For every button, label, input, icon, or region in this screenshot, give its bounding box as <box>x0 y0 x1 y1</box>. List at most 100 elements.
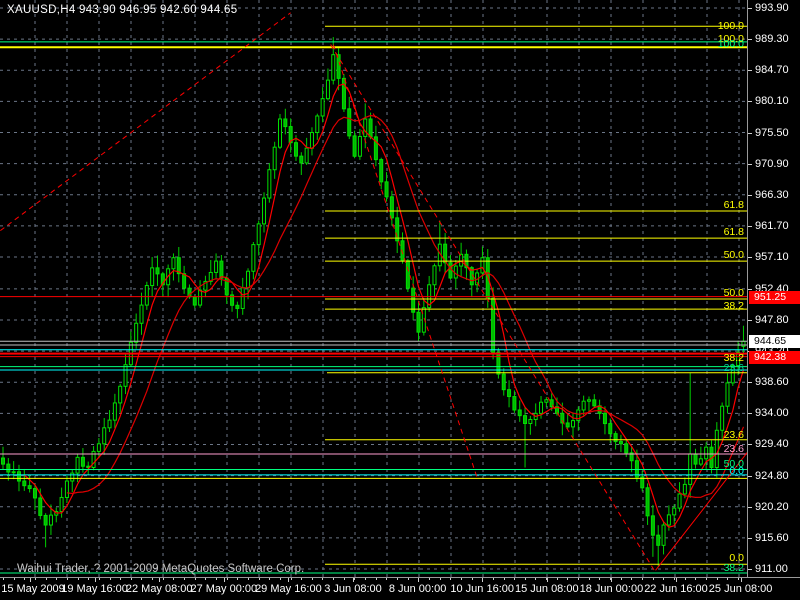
time-major-tickmark <box>224 578 225 582</box>
price-tag: 944.65 <box>749 335 800 348</box>
price-tickmark <box>748 413 752 414</box>
candle-bear <box>176 257 181 275</box>
fib-level-label: 100.0 <box>717 38 744 50</box>
price-tickmark <box>748 39 752 40</box>
price-tick-label: 920.20 <box>755 501 789 513</box>
time-minor-tickmark <box>376 578 377 580</box>
time-major-tickmark <box>611 578 612 582</box>
candle-bull <box>112 402 117 421</box>
time-minor-tickmark <box>3 578 4 580</box>
chart-plot-area[interactable]: XAUUSD,H4 943.90 946.95 942.60 944.65 Wa… <box>0 0 747 577</box>
time-minor-tickmark <box>653 578 654 580</box>
candle-bull <box>70 472 75 482</box>
fib-level-label: 23.6 <box>723 362 744 374</box>
time-minor-tickmark <box>291 578 292 580</box>
price-tickmark <box>748 320 752 321</box>
trendline-dashed[interactable] <box>0 12 291 232</box>
candle-bull <box>586 399 591 402</box>
time-minor-tickmark <box>706 578 707 580</box>
time-minor-tickmark <box>227 578 228 580</box>
trendlines-layer[interactable] <box>0 12 747 573</box>
candle-bear <box>650 515 655 536</box>
time-major-tickmark <box>676 578 677 582</box>
time-minor-tickmark <box>280 578 281 580</box>
candle-bear <box>1 457 5 465</box>
time-minor-tickmark <box>599 578 600 580</box>
time-axis[interactable]: 15 May 2009 19 May 16:00 22 May 08:00 27 Ma… <box>0 577 800 600</box>
price-tickmark <box>748 444 752 445</box>
platform-watermark: Waihui Trader, ? 2001-2009 MetaQuotes So… <box>17 563 305 575</box>
candle-bear <box>501 373 506 391</box>
time-minor-tickmark <box>695 578 696 580</box>
candle-bull <box>214 260 219 273</box>
time-major-tickmark <box>482 578 483 582</box>
candle-bull <box>198 289 203 306</box>
time-minor-tickmark <box>674 578 675 580</box>
time-minor-tickmark <box>56 578 57 580</box>
time-minor-tickmark <box>589 578 590 580</box>
candle-bear <box>640 476 645 489</box>
price-tickmark <box>748 507 752 508</box>
time-tick-label: 19 May 16:00 <box>61 583 128 595</box>
time-minor-tickmark <box>301 578 302 580</box>
candle-bear <box>293 142 298 157</box>
time-minor-tickmark <box>727 578 728 580</box>
price-tick-label: 993.90 <box>755 2 789 14</box>
candle-bear <box>379 159 384 183</box>
candle-bull <box>91 450 96 468</box>
time-minor-tickmark <box>110 578 111 580</box>
candle-bear <box>341 77 346 110</box>
trendline-dashed[interactable] <box>330 44 656 573</box>
candle-bear <box>6 463 11 473</box>
time-minor-tickmark <box>354 578 355 580</box>
trendline-solid[interactable] <box>655 451 747 571</box>
candle-bull <box>278 118 283 148</box>
time-minor-tickmark <box>685 578 686 580</box>
candle-bear <box>299 155 304 164</box>
candle-bull <box>315 115 320 134</box>
candle-bull <box>698 458 703 465</box>
price-tickmark <box>748 289 752 290</box>
time-minor-tickmark <box>663 578 664 580</box>
price-axis[interactable]: 993.90 989.30 984.70 980.10 975.50 970.90 966.… <box>747 0 800 577</box>
candle-bull <box>246 270 251 289</box>
price-tickmark <box>748 538 752 539</box>
time-minor-tickmark <box>24 578 25 580</box>
candle-bull <box>331 54 336 81</box>
candle-bull <box>240 287 245 309</box>
candle-bull <box>11 471 16 474</box>
candle-bear <box>613 433 618 443</box>
candle-bull <box>304 147 309 164</box>
candle-bear <box>32 488 37 499</box>
candle-bull <box>64 480 69 498</box>
candle-bull <box>320 98 325 117</box>
fib-level-label: 0.0 <box>729 552 744 564</box>
candle-bear <box>16 471 21 482</box>
trendline-dashed[interactable] <box>332 44 478 478</box>
fib-level-label: 100.0 <box>717 33 744 45</box>
candle-bear <box>656 534 661 546</box>
candle-bull <box>730 365 735 384</box>
time-tick-label: 27 May 00:00 <box>190 583 258 595</box>
time-major-tickmark <box>353 578 354 582</box>
candle-bear <box>565 422 570 428</box>
levels-layer[interactable] <box>0 25 747 574</box>
candle-bull <box>581 400 586 411</box>
candlestick-chart[interactable] <box>0 0 747 577</box>
candle-bull <box>262 197 267 225</box>
candle-bull <box>714 429 719 468</box>
candle-bear <box>395 217 400 242</box>
ma-fast-line <box>23 83 745 528</box>
time-minor-tickmark <box>99 578 100 580</box>
time-tick-label: 22 Jun 16:00 <box>644 583 708 595</box>
price-tickmark <box>748 195 752 196</box>
candle-bear <box>634 460 639 478</box>
candle-bull <box>741 340 746 347</box>
candle-bull <box>682 483 687 495</box>
candle-bear <box>155 267 160 275</box>
candle-bear <box>43 514 48 526</box>
time-minor-tickmark <box>67 578 68 580</box>
price-tickmark <box>748 101 752 102</box>
time-minor-tickmark <box>259 578 260 580</box>
time-minor-tickmark <box>163 578 164 580</box>
